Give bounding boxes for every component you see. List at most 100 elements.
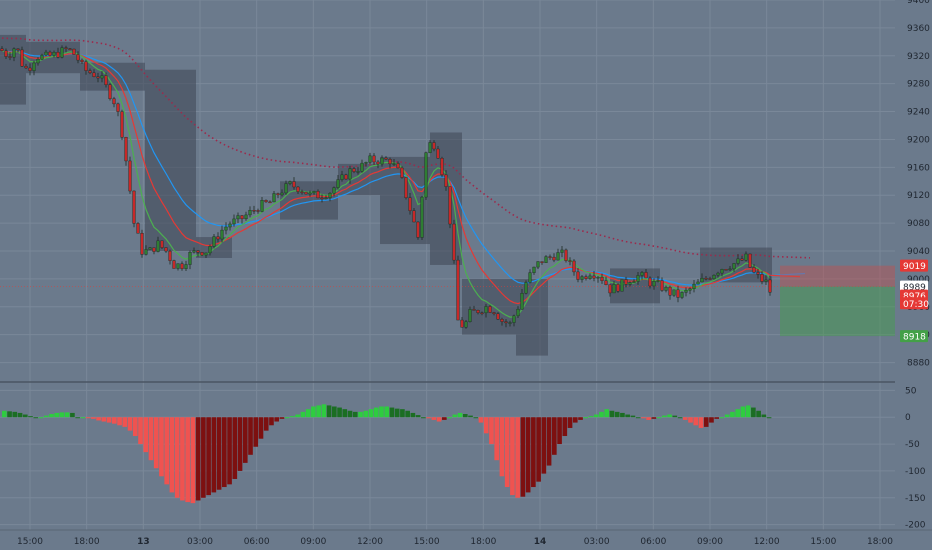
price-label-tag[interactable] xyxy=(900,297,928,310)
candle-up xyxy=(556,252,560,261)
candle-down xyxy=(504,321,508,324)
candle-up xyxy=(284,183,288,194)
candle-up xyxy=(100,75,104,79)
histogram-bar-negative xyxy=(153,417,159,469)
candle-up xyxy=(512,315,516,323)
candle-up xyxy=(236,215,240,220)
candle-down xyxy=(740,258,744,261)
oscillator-tick-label: -100 xyxy=(905,467,926,477)
candle-up xyxy=(228,223,232,228)
candle-down xyxy=(16,48,20,51)
candle-up xyxy=(280,192,284,196)
price-tick-label: 9200 xyxy=(907,135,930,145)
histogram-bar-positive xyxy=(468,415,473,418)
histogram-bar-positive xyxy=(284,417,290,419)
candle-down xyxy=(180,263,184,269)
candle-up xyxy=(664,286,668,291)
candle-down xyxy=(756,272,760,275)
histogram-bar-negative xyxy=(180,417,185,501)
histogram-bar-negative xyxy=(148,417,154,461)
histogram-bar-positive xyxy=(33,417,39,419)
consolidation-box xyxy=(430,132,462,265)
price-label-text[interactable]: 9019 xyxy=(903,262,926,272)
candle-down xyxy=(752,267,756,273)
candle-up xyxy=(684,289,688,293)
histogram-bar-negative xyxy=(112,417,117,424)
histogram-bar-negative xyxy=(222,417,227,488)
histogram-bar-negative xyxy=(489,417,494,445)
candle-down xyxy=(388,159,392,165)
histogram-bar-positive xyxy=(75,417,80,419)
candle-down xyxy=(472,309,476,311)
stop-loss-zone[interactable] xyxy=(780,265,895,287)
candle-up xyxy=(612,284,616,294)
oscillator-tick-label: -150 xyxy=(905,494,926,504)
histogram-bar-positive xyxy=(604,409,610,418)
candle-up xyxy=(744,253,748,261)
candle-down xyxy=(320,197,324,200)
candle-down xyxy=(600,276,604,281)
price-label-tag[interactable] xyxy=(900,330,928,343)
price-label-tag[interactable] xyxy=(900,280,928,293)
histogram-bar-negative xyxy=(169,417,175,493)
histogram-bar-negative xyxy=(216,417,222,490)
histogram-bar-negative xyxy=(201,417,206,498)
candle-down xyxy=(240,215,244,220)
candle-down xyxy=(456,259,460,321)
histogram-bar-negative xyxy=(96,417,101,421)
time-axis[interactable]: 15:00 18:00 13 03:00 06:00 09:00 12:00 15:00 18:… xyxy=(0,529,932,550)
oscillator-tick-label: 0 xyxy=(905,413,911,423)
candle-down xyxy=(276,193,280,196)
candle-up xyxy=(712,274,716,280)
candle-down xyxy=(104,75,108,85)
histogram-bar-positive xyxy=(17,412,23,418)
candle-up xyxy=(468,309,472,322)
candle-down xyxy=(268,201,272,204)
candle-down xyxy=(48,51,52,56)
candle-up xyxy=(620,279,624,292)
take-profit-zone[interactable] xyxy=(780,286,895,337)
candle-up xyxy=(308,192,312,195)
histogram-bar-positive xyxy=(326,405,332,418)
candle-up xyxy=(232,218,236,225)
candle-down xyxy=(216,236,220,240)
histogram-bar-negative xyxy=(248,417,253,455)
price-tick-label: 9080 xyxy=(907,219,930,229)
histogram-bar-negative xyxy=(709,417,714,423)
candle-down xyxy=(400,167,404,178)
candle-up xyxy=(732,263,736,270)
histogram-bar-negative xyxy=(258,417,264,439)
histogram-bar-negative xyxy=(698,417,704,428)
candle-down xyxy=(152,247,156,252)
price-axis[interactable]: 8880892089609000904090809120916092009240… xyxy=(895,0,932,550)
candle-down xyxy=(304,191,308,195)
histogram-bar-positive xyxy=(43,415,49,418)
histogram-bar-negative xyxy=(211,417,217,493)
candle-down xyxy=(384,157,388,160)
candle-down xyxy=(644,272,648,279)
price-label-tag[interactable] xyxy=(900,259,928,272)
candle-up xyxy=(44,51,48,56)
time-tick-label: 03:00 xyxy=(187,537,213,547)
candle-down xyxy=(480,312,484,314)
histogram-bar-positive xyxy=(415,415,421,418)
candle-up xyxy=(176,263,180,269)
histogram-bar-positive xyxy=(358,411,363,418)
histogram-bar-positive xyxy=(766,417,772,419)
price-label-text[interactable]: 07:30 xyxy=(903,300,929,310)
histogram-bar-positive xyxy=(290,416,295,418)
histogram-bar-negative xyxy=(106,417,112,423)
price-label-text[interactable]: 8918 xyxy=(903,333,926,343)
histogram-bar-negative xyxy=(138,417,143,445)
candle-up xyxy=(628,282,632,285)
histogram-bar-negative xyxy=(85,417,91,419)
histogram-bar-negative xyxy=(117,417,122,426)
position-tool[interactable] xyxy=(780,265,895,337)
candle-down xyxy=(84,61,88,71)
price-label-text[interactable]: 8976 xyxy=(903,292,926,302)
histogram-bar-negative xyxy=(237,417,243,471)
histogram-bar-negative xyxy=(546,417,552,466)
histogram-bar-negative xyxy=(232,417,238,479)
price-label-text[interactable]: 8989 xyxy=(903,283,926,293)
